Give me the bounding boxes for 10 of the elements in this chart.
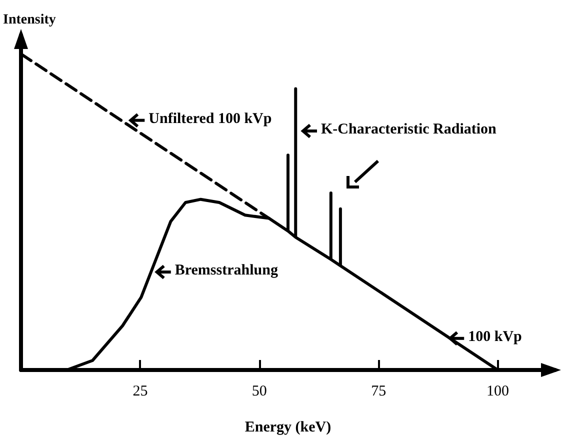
x-axis-title: Energy (keV): [244, 420, 332, 436]
x-tick-label: 100: [486, 384, 510, 400]
annotation: Bremsstrahlung: [174, 262, 278, 279]
annotation: Unfiltered 100 kVp: [148, 110, 272, 127]
x-tick-label: 25: [132, 384, 148, 400]
x-tick-label: 50: [252, 384, 267, 400]
y-axis-title: Intensity: [3, 12, 56, 28]
annotation: K-Characteristic Radiation: [321, 122, 498, 138]
annotation: 100 kVp: [468, 328, 522, 345]
x-tick-label: 75: [371, 384, 386, 400]
